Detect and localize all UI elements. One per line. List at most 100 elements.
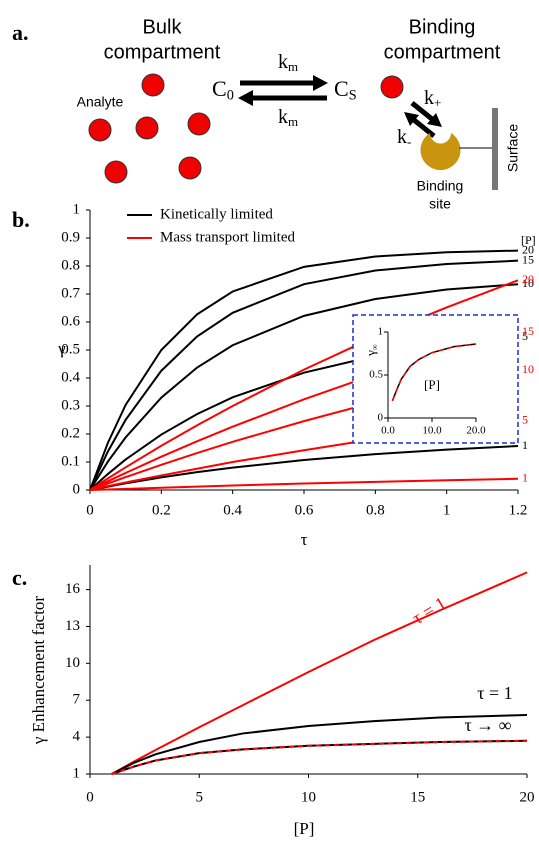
legend-label: Mass transport limited <box>160 229 295 245</box>
binding-site-label: Binding <box>417 178 464 194</box>
y-tick-label: 0.4 <box>61 369 80 385</box>
k-on-label: k+ <box>424 87 441 110</box>
x-axis-label: [P] <box>424 377 440 392</box>
analyte <box>88 118 112 142</box>
y-tick-label: 0.5 <box>369 369 383 381</box>
x-tick-label: 1.2 <box>509 502 528 518</box>
analyte <box>187 112 211 136</box>
x-tick-label: 0.4 <box>223 502 242 518</box>
exchange-arrows <box>238 75 442 138</box>
series-line <box>111 713 528 775</box>
x-tick-label: 10.0 <box>422 425 442 437</box>
series-end-label: 10 <box>522 276 534 290</box>
y-tick-label: 16 <box>65 581 81 597</box>
cs-label-sub: S <box>349 88 357 104</box>
km-label-base: k <box>278 51 288 73</box>
binding-title: compartment <box>384 41 501 63</box>
y-tick-label: 13 <box>65 618 80 634</box>
binding-site <box>420 133 461 171</box>
end-label-title: [P] <box>521 233 536 247</box>
binding-title: Binding <box>409 16 476 38</box>
series-annotation: τ = 1 <box>477 683 512 703</box>
analyte <box>104 160 128 184</box>
y-tick-label: 0.9 <box>61 229 80 245</box>
k-on-label-sub: + <box>434 95 441 110</box>
series-end-label: 20 <box>522 242 534 256</box>
diagram: Bulk compartment Binding compartment Ana… <box>77 16 521 211</box>
arrowhead <box>404 112 419 126</box>
series-line <box>89 283 519 491</box>
chart: 00.510.0 10.0 20.0[P]γ∞ <box>352 314 519 444</box>
analyte <box>135 116 159 140</box>
k-off-label-sub: - <box>407 134 411 149</box>
series-annotation: τ → ∞ <box>464 715 511 735</box>
y-tick-label: 0.5 <box>61 341 80 357</box>
x-tick-label: 10 <box>301 789 316 805</box>
y-axis-label-sub: ∞ <box>369 344 379 350</box>
y-axis-label: γ <box>57 339 66 358</box>
analytes <box>88 73 404 184</box>
series-end-label: 15 <box>522 324 534 338</box>
panel-label: c. <box>12 565 27 590</box>
x-tick-label: 15 <box>410 789 425 805</box>
x-tick-label: 0 <box>86 789 94 805</box>
arrow <box>412 118 436 138</box>
x-tick-label: 0.2 <box>152 502 171 518</box>
inset-frame <box>352 314 519 444</box>
x-tick-label: 1 <box>443 502 451 518</box>
series-line <box>89 249 519 491</box>
y-tick-label: 0 <box>378 412 384 424</box>
y-axis-label: γ Enhancement factor <box>29 596 48 745</box>
y-tick-label: 0.8 <box>61 257 80 273</box>
x-axis-label: [P] <box>294 819 315 838</box>
x-tick-label: 0 <box>86 502 94 518</box>
y-tick-label: 0.3 <box>61 397 80 413</box>
cs-label-base: C <box>334 76 349 101</box>
series-end-label: 10 <box>522 362 534 376</box>
x-tick-label: 0.0 <box>381 425 395 437</box>
arrowhead <box>427 113 442 127</box>
y-tick-label: 4 <box>73 729 81 745</box>
series-end-label: 1 <box>522 471 528 485</box>
legend-label: Kinetically limited <box>160 206 273 222</box>
x-tick-label: 0.6 <box>295 502 314 518</box>
series-line <box>89 259 519 491</box>
y-axis-label: γ∞ <box>363 344 379 357</box>
km-label-sub: m <box>288 114 298 129</box>
x-axis-label: τ <box>301 530 308 549</box>
km-label-base: k <box>278 106 288 128</box>
series-end-label: 1 <box>522 438 528 452</box>
panel-label: a. <box>12 20 29 45</box>
x-tick-label: 0.8 <box>366 502 385 518</box>
cs-label: CS <box>334 76 357 104</box>
y-tick-label: 10 <box>65 655 80 671</box>
k-off-label-base: k <box>397 126 407 148</box>
series-line <box>111 571 528 775</box>
chart: 1 4 7 10 13 16 0 5 10 15 20 [P] γ Enhancement factor… <box>29 565 535 838</box>
binding-site-label: site <box>429 196 451 212</box>
y-tick-label: 1 <box>73 201 81 217</box>
panel-label: b. <box>12 207 30 232</box>
y-tick-label: 7 <box>73 692 81 708</box>
km-label-sub: m <box>288 59 298 74</box>
analyte-label: Analyte <box>77 94 124 110</box>
y-tick-label: 0.6 <box>61 313 80 329</box>
arrowhead <box>313 75 328 91</box>
y-tick-label: 0.1 <box>61 453 80 469</box>
series-line <box>391 343 477 402</box>
k-on-label-base: k <box>424 87 434 109</box>
bulk-title: compartment <box>104 41 221 63</box>
series-line <box>111 739 528 775</box>
x-tick-label: 5 <box>196 789 204 805</box>
km-label: km <box>278 51 298 74</box>
y-tick-label: 1 <box>73 765 81 781</box>
series-end-label: 20 <box>522 272 534 286</box>
series-end-label: 5 <box>522 329 528 343</box>
arrow <box>410 101 434 121</box>
bulk-title: Bulk <box>143 16 183 38</box>
c0-label-sub: 0 <box>227 88 234 104</box>
series-line <box>89 477 519 491</box>
analyte <box>178 156 202 180</box>
y-tick-label: 0.2 <box>61 425 80 441</box>
